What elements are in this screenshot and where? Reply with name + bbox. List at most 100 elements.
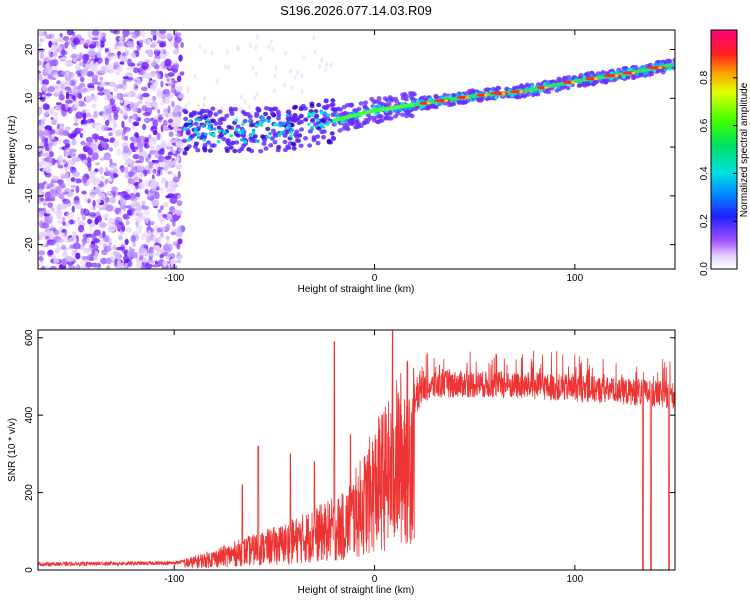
ridge-mid — [272, 123, 277, 127]
noise-blob — [302, 54, 306, 60]
noise-blob — [148, 139, 157, 146]
noise-blob — [91, 232, 95, 241]
noise-blob — [97, 192, 106, 199]
noise-blob — [98, 136, 105, 141]
noise-blob — [52, 71, 59, 80]
noise-blob — [124, 238, 129, 245]
noise-blob — [55, 105, 59, 110]
noise-blob — [171, 101, 175, 108]
noise-blob — [113, 43, 118, 50]
ridge-mid — [654, 62, 658, 66]
snr-ytick-label: 0 — [24, 567, 35, 573]
noise-blob — [94, 58, 98, 62]
noise-blob — [176, 259, 182, 264]
ridge-peak-edge — [483, 93, 488, 97]
ridge-outer — [389, 98, 394, 103]
noise-blob — [65, 91, 70, 100]
noise-blob — [64, 126, 71, 131]
noise-blob — [95, 125, 101, 131]
noise-blob — [142, 257, 149, 263]
ridge-outer — [292, 105, 297, 110]
noise-blob — [74, 178, 83, 184]
noise-blob — [104, 235, 110, 243]
noise-blob — [44, 141, 48, 148]
noise-blob — [122, 78, 127, 86]
ridge-outer — [458, 100, 464, 105]
ridge-peak — [603, 74, 622, 78]
noise-blob — [59, 226, 63, 232]
noise-blob — [76, 92, 82, 99]
noise-blob — [64, 188, 71, 192]
snr-frame — [37, 329, 676, 571]
noise-blob — [38, 231, 47, 238]
noise-blob — [148, 164, 153, 169]
noise-blob — [88, 44, 96, 49]
noise-blob — [105, 169, 114, 177]
noise-blob — [160, 168, 164, 177]
noise-blob — [151, 42, 156, 47]
ridge-outer — [217, 109, 223, 114]
noise-blob — [67, 159, 73, 165]
noise-blob — [131, 125, 135, 130]
spectrogram-ytick-label: -20 — [24, 237, 35, 252]
ridge-peak — [646, 66, 667, 70]
ridge-outer — [208, 111, 214, 116]
ridge-outer — [433, 94, 439, 100]
noise-blob — [175, 163, 182, 170]
noise-blob — [108, 81, 116, 87]
noise-blob — [38, 256, 44, 262]
ridge-outer — [268, 143, 274, 148]
ridge-mid — [467, 98, 472, 102]
noise-blob — [162, 126, 170, 131]
noise-blob — [273, 73, 277, 79]
noise-blob — [109, 95, 113, 99]
ridge-outer — [672, 57, 675, 63]
ridge-outer — [311, 135, 317, 140]
noise-blob — [167, 182, 175, 189]
noise-blob — [82, 241, 86, 247]
noise-blob — [175, 32, 182, 37]
noise-blob — [68, 153, 76, 157]
noise-blob — [53, 258, 60, 264]
ridge-mid — [254, 123, 259, 127]
noise-blob — [42, 115, 47, 122]
ridge-outer — [519, 83, 524, 88]
ridge-outer — [358, 123, 364, 129]
noise-blob — [253, 95, 256, 101]
noise-blob — [156, 173, 161, 177]
ridge-outer — [387, 109, 393, 115]
noise-blob — [132, 230, 139, 236]
noise-blob — [47, 250, 54, 256]
ridge-mid — [538, 89, 542, 94]
noise-blob — [54, 86, 61, 95]
ridge-outer — [221, 136, 227, 142]
noise-blob — [177, 110, 182, 118]
noise-blob — [166, 142, 172, 148]
noise-blob — [150, 84, 157, 91]
ridge-mid — [616, 70, 620, 74]
noise-blob — [47, 86, 55, 93]
ridge-mid — [263, 118, 267, 122]
noise-blob — [150, 80, 154, 84]
noise-blob — [56, 80, 61, 85]
noise-blob — [210, 50, 214, 56]
noise-blob — [157, 36, 161, 43]
noise-blob — [137, 100, 143, 105]
noise-blob — [167, 105, 171, 114]
ridge-mid — [197, 118, 202, 122]
noise-blob — [49, 151, 54, 158]
ridge-mid — [642, 65, 646, 69]
ridge-mid — [307, 112, 311, 116]
ridge-outer — [332, 107, 337, 112]
spectrogram-ylabel: Frequency (Hz) — [7, 116, 18, 185]
noise-blob — [44, 198, 52, 202]
ridge-outer — [298, 143, 304, 148]
ridge-mid — [216, 140, 221, 144]
noise-blob — [243, 98, 247, 104]
noise-blob — [157, 109, 161, 114]
ridge-mid — [282, 121, 286, 125]
noise-blob — [118, 211, 123, 216]
noise-blob — [70, 177, 76, 182]
noise-blob — [41, 37, 46, 42]
noise-blob — [93, 262, 98, 268]
